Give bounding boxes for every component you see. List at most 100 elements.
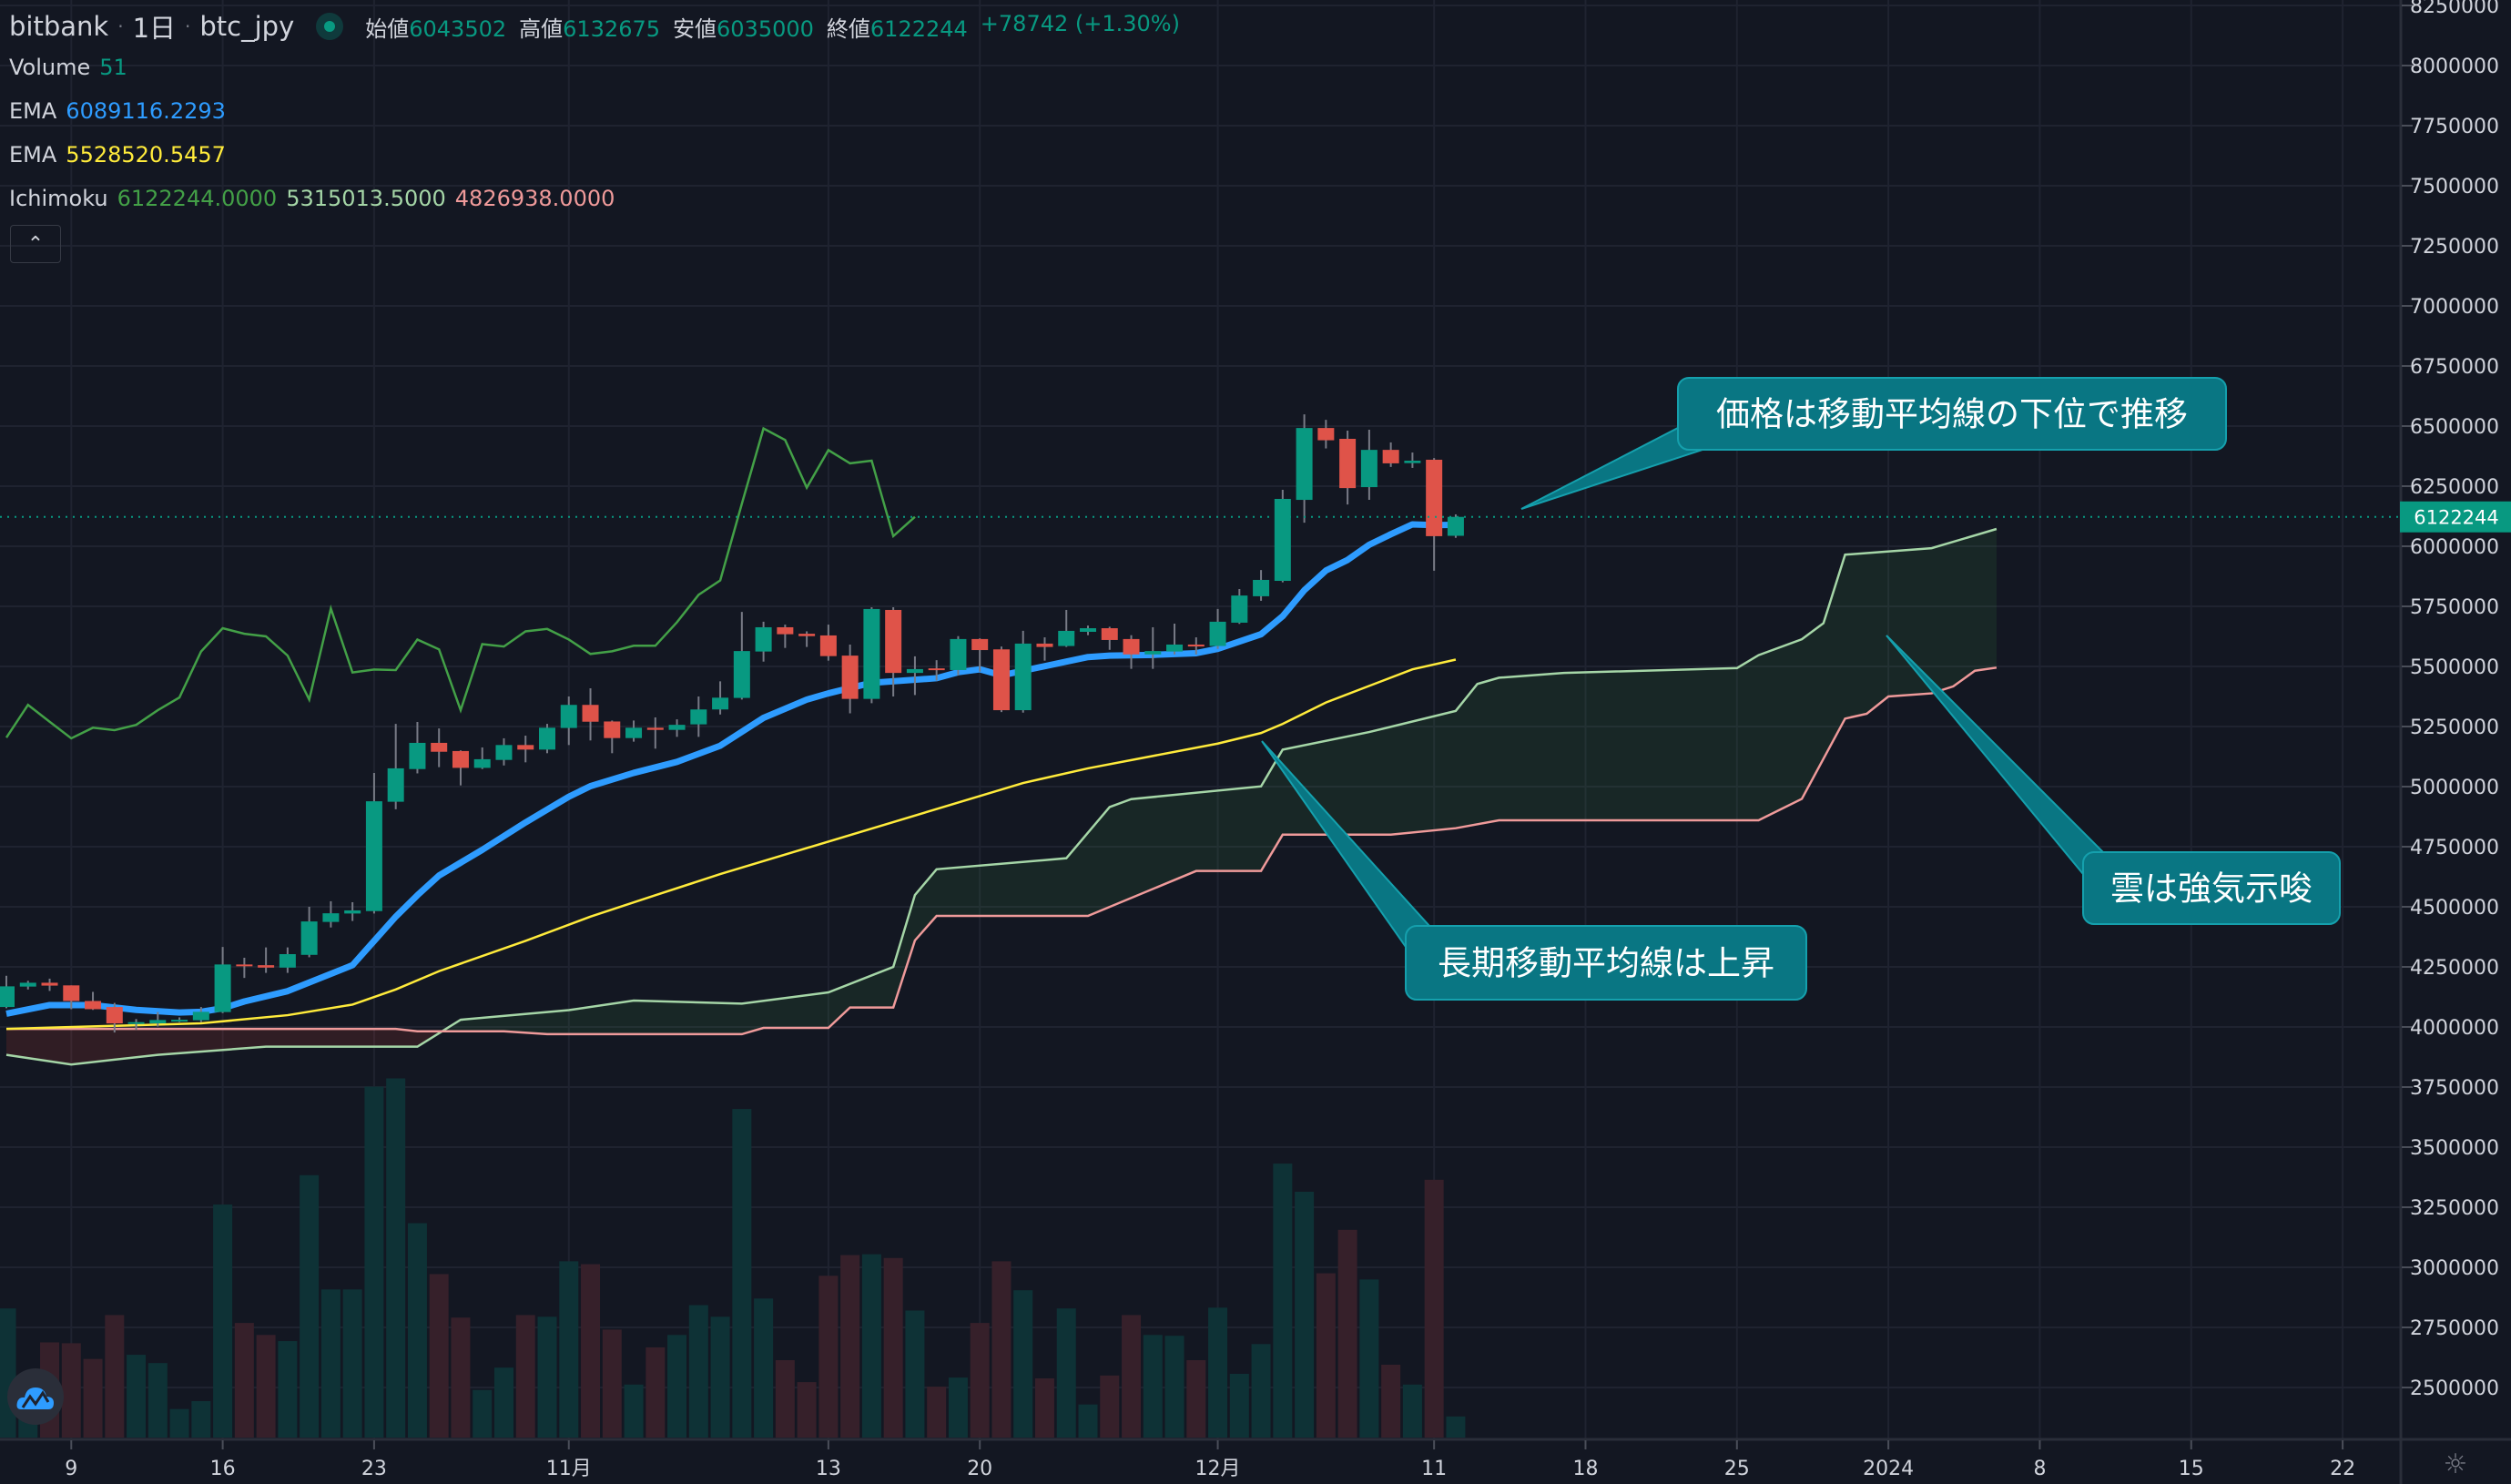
volume-bar — [667, 1335, 687, 1438]
ema-fast-legend[interactable]: EMA 6089116.2293 — [9, 98, 226, 124]
volume-bar — [1078, 1404, 1098, 1438]
volume-bar — [278, 1341, 298, 1438]
candle — [1296, 414, 1313, 523]
price-tick-label: 6750000 — [2410, 356, 2499, 379]
time-tick-label: 12月 — [1195, 1458, 1241, 1480]
candle — [646, 717, 664, 749]
candle-body — [365, 801, 382, 911]
volume-bar — [927, 1387, 947, 1438]
callout-pointer — [1520, 426, 1704, 510]
volume-bar — [1446, 1416, 1466, 1438]
candle-body — [322, 913, 340, 922]
price-tick-label: 8000000 — [2410, 56, 2499, 78]
candle — [344, 901, 361, 921]
volume-bar — [1359, 1279, 1379, 1438]
price-tick-label: 7000000 — [2410, 296, 2499, 319]
candle — [819, 625, 837, 661]
time-tick-label: 16 — [210, 1458, 236, 1480]
callout-pointer — [1886, 635, 2105, 876]
candle — [539, 724, 555, 754]
candle — [885, 607, 902, 696]
symbol-legend: bitbank · 1日 · btc_jpy 始値6043502 高値61326… — [9, 7, 1180, 46]
price-axis[interactable]: 8250000 8000000 7750000 7500000 7250000 70000… — [2399, 0, 2511, 1484]
candle — [0, 975, 15, 1009]
callout-annotation: 長期移動平均線は上昇 — [1261, 740, 1807, 1001]
volume-bars — [0, 1078, 1466, 1438]
volume-bar — [840, 1255, 860, 1438]
candle — [1144, 626, 1162, 669]
candle-body — [733, 651, 750, 698]
chevron-up-icon: ⌃ — [26, 232, 45, 256]
volume-bar — [386, 1078, 406, 1438]
volume-bar — [1013, 1290, 1033, 1438]
volume-bar — [451, 1317, 471, 1438]
volume-bar — [1034, 1378, 1054, 1438]
candle-body — [928, 668, 945, 671]
candle — [106, 1002, 123, 1033]
time-axis[interactable]: 9 16 23 11月 13 20 12月 11 18 25 2024 8 15 22 — [0, 1438, 2511, 1480]
candle — [1274, 489, 1291, 583]
time-tick-label: 22 — [2330, 1458, 2355, 1480]
candle-body — [1360, 450, 1377, 488]
candle-body — [646, 727, 664, 730]
callout-annotation: 価格は移動平均線の下位で推移 — [1520, 377, 2227, 510]
separator-dot: · — [185, 15, 191, 37]
volume-bar — [1186, 1360, 1206, 1438]
candle-body — [755, 626, 772, 652]
candle-body — [495, 745, 513, 760]
candle — [322, 900, 340, 928]
candle — [1404, 452, 1421, 468]
candle-body — [236, 964, 253, 967]
volume-bar — [970, 1323, 990, 1438]
volume-bar — [83, 1358, 103, 1438]
volume-bar — [61, 1343, 81, 1438]
candle-body — [798, 634, 816, 636]
ema-label: EMA — [9, 142, 57, 168]
candle-body — [777, 626, 794, 635]
time-tick-label: 20 — [967, 1458, 992, 1480]
candle-body — [85, 1001, 102, 1010]
interval[interactable]: 1日 — [132, 13, 177, 44]
candle-body — [841, 656, 859, 699]
candle — [625, 720, 643, 742]
candle-body — [41, 982, 58, 986]
ichimoku-legend[interactable]: Ichimoku 6122244.0000 5315013.5000 48269… — [9, 186, 615, 211]
price-tick-label: 3000000 — [2410, 1257, 2499, 1280]
volume-bar — [1295, 1192, 1315, 1438]
candle-body — [1447, 516, 1464, 536]
volume-bar — [1251, 1344, 1271, 1438]
collapse-legend-button[interactable]: ⌃ — [10, 225, 61, 263]
candle — [149, 1011, 167, 1027]
volume-bar — [948, 1377, 968, 1438]
candle-body — [63, 985, 80, 1001]
symbol[interactable]: btc_jpy — [199, 11, 295, 42]
price-change: +78742 (+1.30%) — [980, 10, 1180, 36]
candle-body — [19, 982, 36, 987]
candle — [365, 772, 382, 914]
bitbank-logo[interactable] — [7, 1368, 64, 1425]
candle-body — [819, 635, 837, 656]
candle-body — [992, 649, 1010, 711]
candle — [604, 720, 621, 754]
candle-body — [1382, 450, 1399, 463]
volume-legend[interactable]: Volume 51 — [9, 55, 127, 80]
price-tick-label: 4750000 — [2410, 837, 2499, 859]
volume-bar — [861, 1254, 881, 1438]
volume-bar — [1056, 1308, 1076, 1438]
settings-gear-icon[interactable]: ☼ — [2443, 1448, 2468, 1480]
volume-bar — [515, 1315, 535, 1438]
lagging-span-line — [5, 426, 916, 740]
volume-bar — [473, 1389, 493, 1438]
volume-bar — [797, 1382, 817, 1438]
candle — [236, 957, 253, 979]
candle-body — [1339, 438, 1357, 489]
volume-bar — [320, 1289, 341, 1438]
callout-text: 長期移動平均線は上昇 — [1438, 944, 1774, 983]
ema-slow-legend[interactable]: EMA 5528520.5457 — [9, 142, 226, 168]
volume-bar — [493, 1367, 513, 1438]
volume-bar — [191, 1401, 211, 1438]
candle-body — [192, 1011, 209, 1021]
volume-bar — [1122, 1315, 1142, 1438]
